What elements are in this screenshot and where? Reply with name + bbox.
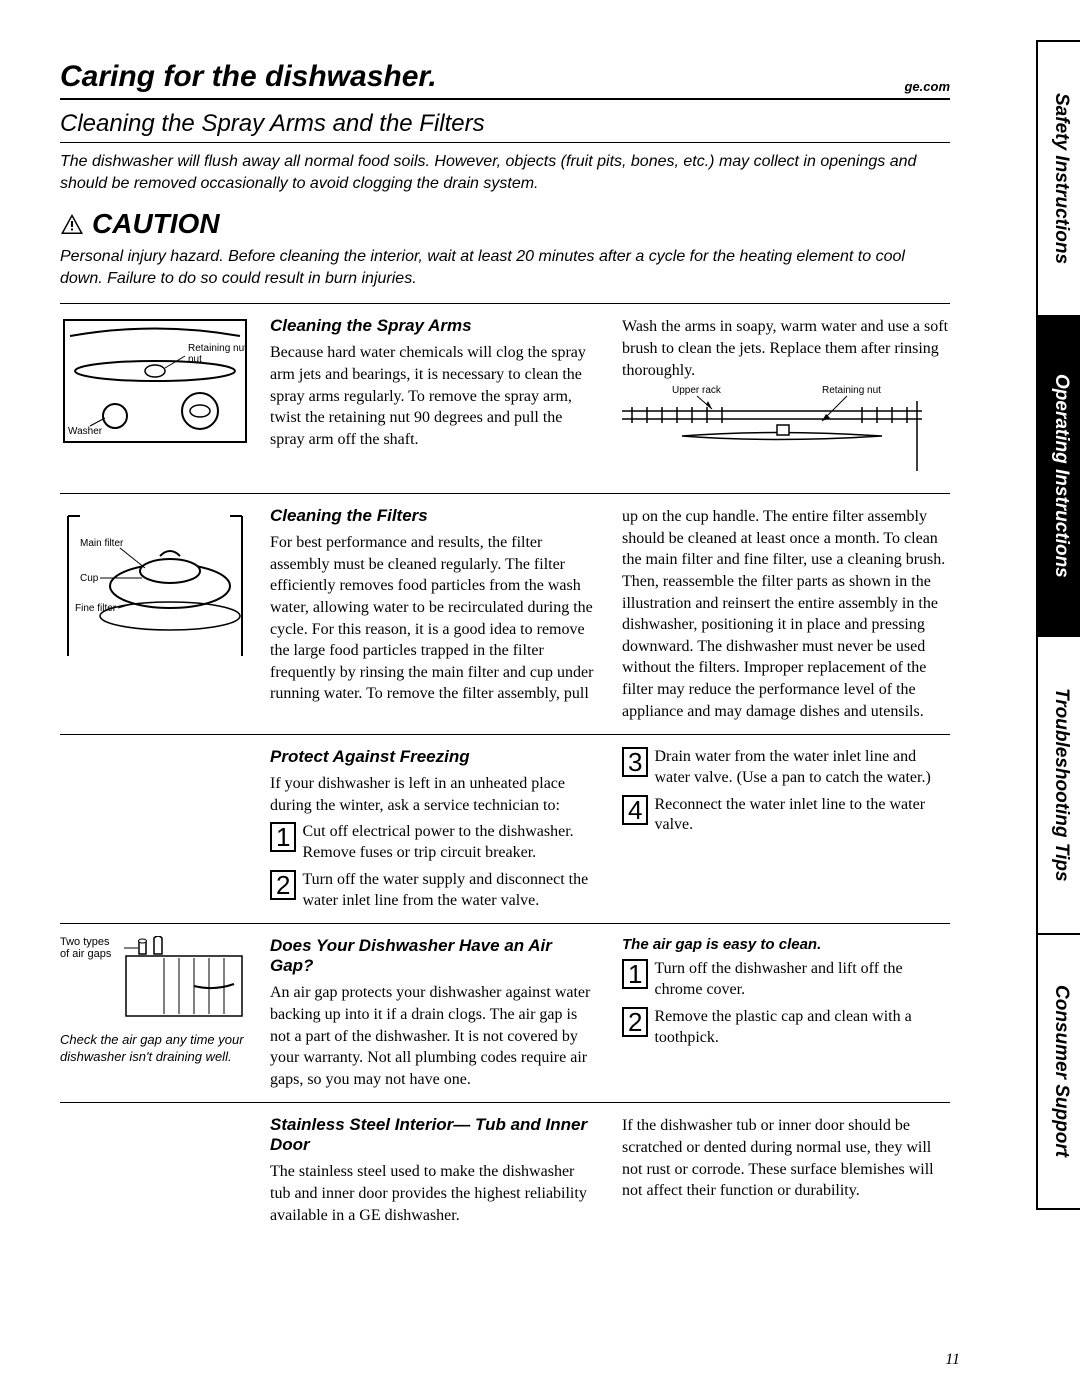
warning-icon — [60, 213, 84, 235]
tab-operating[interactable]: Operating Instructions — [1038, 317, 1080, 637]
spray-arms-p2: Wash the arms in soapy, warm water and u… — [622, 316, 950, 381]
page-number: 11 — [945, 1351, 960, 1369]
air-step-2: 2Remove the plastic cap and clean with a… — [622, 1007, 950, 1049]
caution-text: Personal injury hazard. Before cleaning … — [60, 246, 950, 289]
freeze-step-1: 1Cut off electrical power to the dishwas… — [270, 822, 598, 864]
section-intro: The dishwasher will flush away all norma… — [60, 151, 950, 194]
side-tabs: Safety Instructions Operating Instructio… — [1036, 40, 1080, 1210]
svg-text:Upper rack: Upper rack — [672, 385, 722, 396]
freezing-title: Protect Against Freezing — [270, 747, 598, 767]
tab-troubleshooting[interactable]: Troubleshooting Tips — [1038, 637, 1080, 935]
caution-word: CAUTION — [92, 208, 220, 240]
svg-text:Retaining nut: Retaining nut — [188, 343, 247, 354]
air-gap-label: Two types of air gaps — [60, 936, 120, 1026]
air-gap-para: An air gap protects your dishwasher agai… — [270, 982, 598, 1090]
freeze-step-2: 2Turn off the water supply and disconnec… — [270, 870, 598, 912]
section-heading: Cleaning the Spray Arms and the Filters — [60, 110, 950, 143]
svg-text:Retaining nut: Retaining nut — [822, 385, 881, 396]
tab-support[interactable]: Consumer Support — [1038, 935, 1080, 1210]
freeze-step-4: 4Reconnect the water inlet line to the w… — [622, 795, 950, 837]
freezing-intro: If your dishwasher is left in an unheate… — [270, 773, 598, 816]
stainless-p1: The stainless steel used to make the dis… — [270, 1161, 598, 1226]
spray-arm-diagram: Retaining nut nut Washer — [60, 316, 250, 446]
filters-para: For best performance and results, the fi… — [270, 506, 950, 722]
tab-safety[interactable]: Safety Instructions — [1038, 42, 1080, 317]
spray-arms-title: Cleaning the Spray Arms — [270, 316, 598, 336]
svg-text:Cup: Cup — [80, 573, 99, 584]
air-gap-title: Does Your Dishwasher Have an Air Gap? — [270, 936, 598, 976]
air-step-1: 1Turn off the dishwasher and lift off th… — [622, 959, 950, 1001]
svg-text:nut: nut — [188, 354, 202, 365]
svg-text:Main filter: Main filter — [80, 538, 124, 549]
stainless-title: Stainless Steel Interior— Tub and Inner … — [270, 1115, 598, 1155]
air-gap-diagram — [124, 936, 244, 1026]
upper-rack-diagram: Upper rack Retaining nut — [622, 381, 922, 476]
filters-title: Cleaning the Filters — [270, 506, 598, 526]
spray-arms-p1: Because hard water chemicals will clog t… — [270, 342, 598, 450]
page-title: Caring for the dishwasher. — [60, 60, 437, 94]
air-gap-caption: Check the air gap any time your dishwash… — [60, 1032, 250, 1066]
filter-diagram: Main filter Cup Fine filter — [60, 506, 250, 666]
svg-text:Fine filter: Fine filter — [75, 603, 117, 614]
air-gap-sub: The air gap is easy to clean. — [622, 936, 950, 953]
freeze-step-3: 3Drain water from the water inlet line a… — [622, 747, 950, 789]
site-url: ge.com — [904, 79, 950, 94]
stainless-p2: If the dishwasher tub or inner door shou… — [622, 1115, 950, 1201]
svg-text:Washer: Washer — [68, 426, 103, 437]
